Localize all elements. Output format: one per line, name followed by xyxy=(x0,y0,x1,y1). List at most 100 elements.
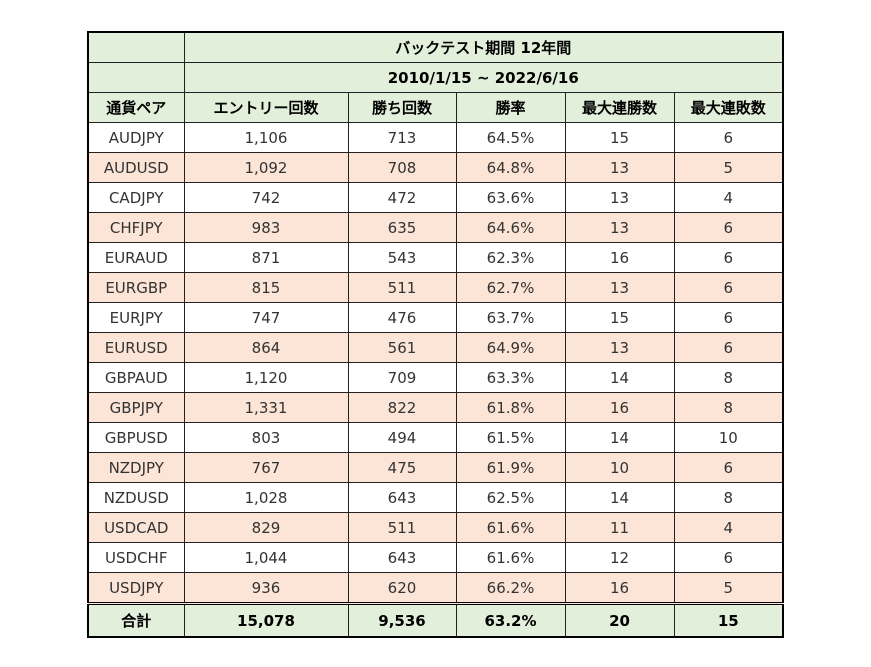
value-cell: 15 xyxy=(564,302,675,333)
table-row: CHFJPY 983 635 64.6% 13 6 xyxy=(87,212,784,243)
value-cell: 14 xyxy=(564,362,675,393)
value-cell: 475 xyxy=(347,452,457,483)
value-cell: 822 xyxy=(347,392,457,423)
value-cell: 62.5% xyxy=(455,482,566,513)
value-cell: 643 xyxy=(347,482,457,513)
backtest-table: バックテスト期間 12年間 2010/1/15 ~ 2022/6/16 通貨ペア… xyxy=(87,31,784,638)
value-cell: 5 xyxy=(673,152,784,183)
table-row: NZDUSD 1,028 643 62.5% 14 8 xyxy=(87,482,784,513)
pair-cell: EURUSD xyxy=(87,332,185,363)
pair-cell: NZDJPY xyxy=(87,452,185,483)
pair-cell: AUDJPY xyxy=(87,122,185,153)
total-cell: 63.2% xyxy=(455,602,566,638)
value-cell: 936 xyxy=(183,572,349,604)
value-cell: 10 xyxy=(564,452,675,483)
total-cell: 合計 xyxy=(87,602,185,638)
total-cell: 15 xyxy=(673,602,784,638)
table-row: GBPAUD 1,120 709 63.3% 14 8 xyxy=(87,362,784,393)
table-row: CADJPY 742 472 63.6% 13 4 xyxy=(87,182,784,213)
pair-cell: GBPJPY xyxy=(87,392,185,423)
column-header: 最大連敗数 xyxy=(673,92,784,123)
title-row: バックテスト期間 12年間 xyxy=(87,31,784,63)
value-cell: 16 xyxy=(564,392,675,423)
value-cell: 6 xyxy=(673,302,784,333)
value-cell: 620 xyxy=(347,572,457,604)
table-row: USDCHF 1,044 643 61.6% 12 6 xyxy=(87,542,784,573)
total-cell: 15,078 xyxy=(183,602,349,638)
column-header: エントリー回数 xyxy=(183,92,349,123)
value-cell: 6 xyxy=(673,542,784,573)
value-cell: 871 xyxy=(183,242,349,273)
pair-cell: EURAUD xyxy=(87,242,185,273)
table-row: EURUSD 864 561 64.9% 13 6 xyxy=(87,332,784,363)
value-cell: 1,106 xyxy=(183,122,349,153)
value-cell: 983 xyxy=(183,212,349,243)
value-cell: 61.6% xyxy=(455,542,566,573)
value-cell: 13 xyxy=(564,212,675,243)
value-cell: 63.7% xyxy=(455,302,566,333)
table-row: EURGBP 815 511 62.7% 13 6 xyxy=(87,272,784,303)
value-cell: 815 xyxy=(183,272,349,303)
period: 2010/1/15 ~ 2022/6/16 xyxy=(183,62,784,93)
value-cell: 1,331 xyxy=(183,392,349,423)
value-cell: 864 xyxy=(183,332,349,363)
value-cell: 62.3% xyxy=(455,242,566,273)
value-cell: 767 xyxy=(183,452,349,483)
table-row: EURJPY 747 476 63.7% 15 6 xyxy=(87,302,784,333)
value-cell: 708 xyxy=(347,152,457,183)
value-cell: 6 xyxy=(673,452,784,483)
pair-cell: CADJPY xyxy=(87,182,185,213)
value-cell: 829 xyxy=(183,512,349,543)
value-cell: 1,044 xyxy=(183,542,349,573)
value-cell: 64.9% xyxy=(455,332,566,363)
value-cell: 64.8% xyxy=(455,152,566,183)
column-header: 通貨ペア xyxy=(87,92,185,123)
value-cell: 64.5% xyxy=(455,122,566,153)
value-cell: 16 xyxy=(564,572,675,604)
value-cell: 5 xyxy=(673,572,784,604)
value-cell: 12 xyxy=(564,542,675,573)
value-cell: 4 xyxy=(673,182,784,213)
value-cell: 635 xyxy=(347,212,457,243)
value-cell: 6 xyxy=(673,242,784,273)
value-cell: 14 xyxy=(564,422,675,453)
value-cell: 1,028 xyxy=(183,482,349,513)
table-row: USDJPY 936 620 66.2% 16 5 xyxy=(87,572,784,604)
value-cell: 11 xyxy=(564,512,675,543)
value-cell: 803 xyxy=(183,422,349,453)
value-cell: 747 xyxy=(183,302,349,333)
value-cell: 643 xyxy=(347,542,457,573)
table-row: NZDJPY 767 475 61.9% 10 6 xyxy=(87,452,784,483)
table-row: GBPJPY 1,331 822 61.8% 16 8 xyxy=(87,392,784,423)
value-cell: 64.6% xyxy=(455,212,566,243)
value-cell: 1,092 xyxy=(183,152,349,183)
value-cell: 476 xyxy=(347,302,457,333)
value-cell: 561 xyxy=(347,332,457,363)
table-row: GBPUSD 803 494 61.5% 14 10 xyxy=(87,422,784,453)
value-cell: 6 xyxy=(673,122,784,153)
value-cell: 8 xyxy=(673,392,784,423)
total-row: 合計 15,078 9,536 63.2% 20 15 xyxy=(87,602,784,638)
column-header: 最大連勝数 xyxy=(564,92,675,123)
column-header: 勝ち回数 xyxy=(347,92,457,123)
pair-cell: USDCAD xyxy=(87,512,185,543)
value-cell: 494 xyxy=(347,422,457,453)
value-cell: 62.7% xyxy=(455,272,566,303)
value-cell: 15 xyxy=(564,122,675,153)
value-cell: 10 xyxy=(673,422,784,453)
value-cell: 713 xyxy=(347,122,457,153)
value-cell: 14 xyxy=(564,482,675,513)
table-row: EURAUD 871 543 62.3% 16 6 xyxy=(87,242,784,273)
pair-cell: GBPAUD xyxy=(87,362,185,393)
value-cell: 6 xyxy=(673,272,784,303)
value-cell: 543 xyxy=(347,242,457,273)
value-cell: 4 xyxy=(673,512,784,543)
table-row: AUDJPY 1,106 713 64.5% 15 6 xyxy=(87,122,784,153)
value-cell: 13 xyxy=(564,272,675,303)
pair-cell: CHFJPY xyxy=(87,212,185,243)
value-cell: 61.6% xyxy=(455,512,566,543)
value-cell: 8 xyxy=(673,362,784,393)
pair-cell: GBPUSD xyxy=(87,422,185,453)
table-row: USDCAD 829 511 61.6% 11 4 xyxy=(87,512,784,543)
table-title: バックテスト期間 12年間 xyxy=(183,31,784,63)
